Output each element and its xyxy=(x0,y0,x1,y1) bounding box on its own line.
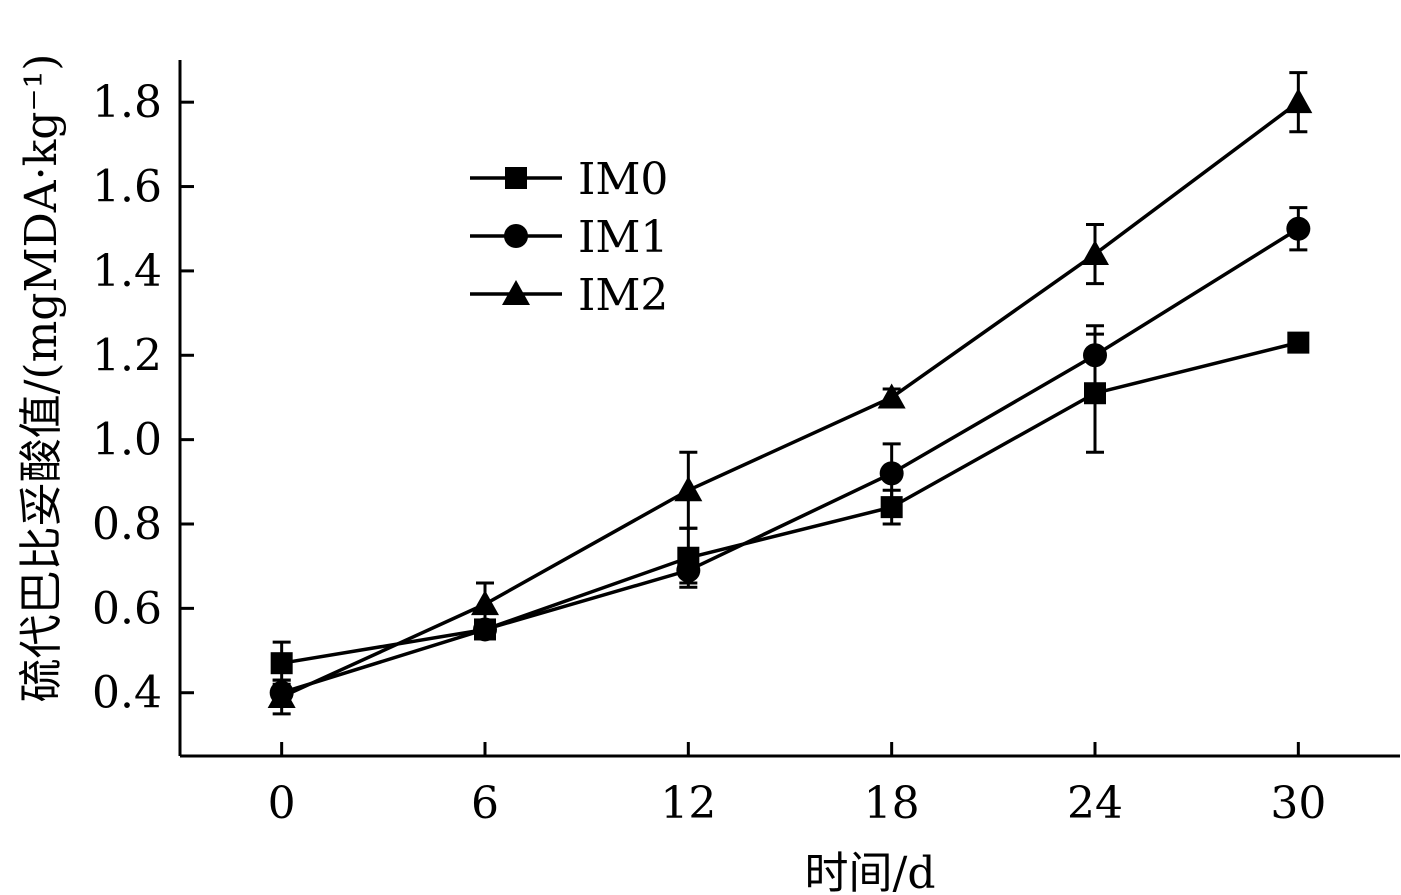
series-line xyxy=(281,340,1299,665)
x-tick-label: 12 xyxy=(660,778,716,829)
data-point-square xyxy=(1084,382,1106,405)
y-tick-label: 0.6 xyxy=(92,583,162,634)
y-tick-label: 1.0 xyxy=(92,415,162,466)
data-point-triangle xyxy=(674,476,703,502)
legend-label: IM0 xyxy=(578,154,668,205)
data-point-triangle xyxy=(267,682,296,708)
y-tick-label: 0.4 xyxy=(92,668,162,719)
data-point-square xyxy=(505,167,527,189)
data-point-circle xyxy=(504,224,528,248)
data-point-triangle xyxy=(877,383,906,409)
x-tick-label: 18 xyxy=(864,778,920,829)
series-line xyxy=(281,227,1300,695)
data-point-square xyxy=(270,652,293,675)
series-IM1 xyxy=(269,206,1311,707)
data-point-triangle xyxy=(502,280,530,305)
series-IM2 xyxy=(267,71,1313,716)
legend: IM0 IM1 IM2 xyxy=(470,154,668,321)
y-tick-label: 1.2 xyxy=(92,330,162,381)
axes: 0.4 0.6 0.8 1.0 1.2 1.4 1.6 1.8 0 6 12 18 24 30 xyxy=(92,60,1400,829)
legend-label: IM1 xyxy=(578,212,668,263)
data-point-circle xyxy=(676,558,701,583)
x-tick-label: 30 xyxy=(1270,778,1326,829)
x-tick-label: 24 xyxy=(1067,778,1123,829)
data-point-square xyxy=(1287,331,1310,354)
data-point-circle xyxy=(1083,343,1107,368)
data-point-circle xyxy=(1286,216,1311,241)
legend-item-IM2: IM2 xyxy=(470,270,668,321)
series-line xyxy=(280,100,1300,699)
data-point-circle xyxy=(473,617,497,642)
legend-item-IM0: IM0 xyxy=(470,154,668,205)
data-point-triangle xyxy=(471,590,499,616)
y-tick-label: 1.8 xyxy=(92,77,162,128)
y-tick-label: 0.8 xyxy=(92,499,162,550)
x-tick-label: 0 xyxy=(268,778,296,829)
data-point-circle xyxy=(879,461,904,486)
y-tick-label: 1.4 xyxy=(92,246,162,297)
x-tick-label: 6 xyxy=(471,778,499,829)
y-tick-label: 1.6 xyxy=(92,162,162,213)
x-axis-title: 时间/d xyxy=(805,848,936,895)
legend-item-IM1: IM1 xyxy=(470,212,668,263)
legend-label: IM2 xyxy=(578,270,668,321)
series-layer xyxy=(267,71,1313,716)
data-point-triangle xyxy=(1081,240,1109,266)
data-point-triangle xyxy=(1284,88,1313,114)
y-axis-title: 硫代巴比妥酸值/(mgMDA·kg⁻¹) xyxy=(16,54,67,703)
